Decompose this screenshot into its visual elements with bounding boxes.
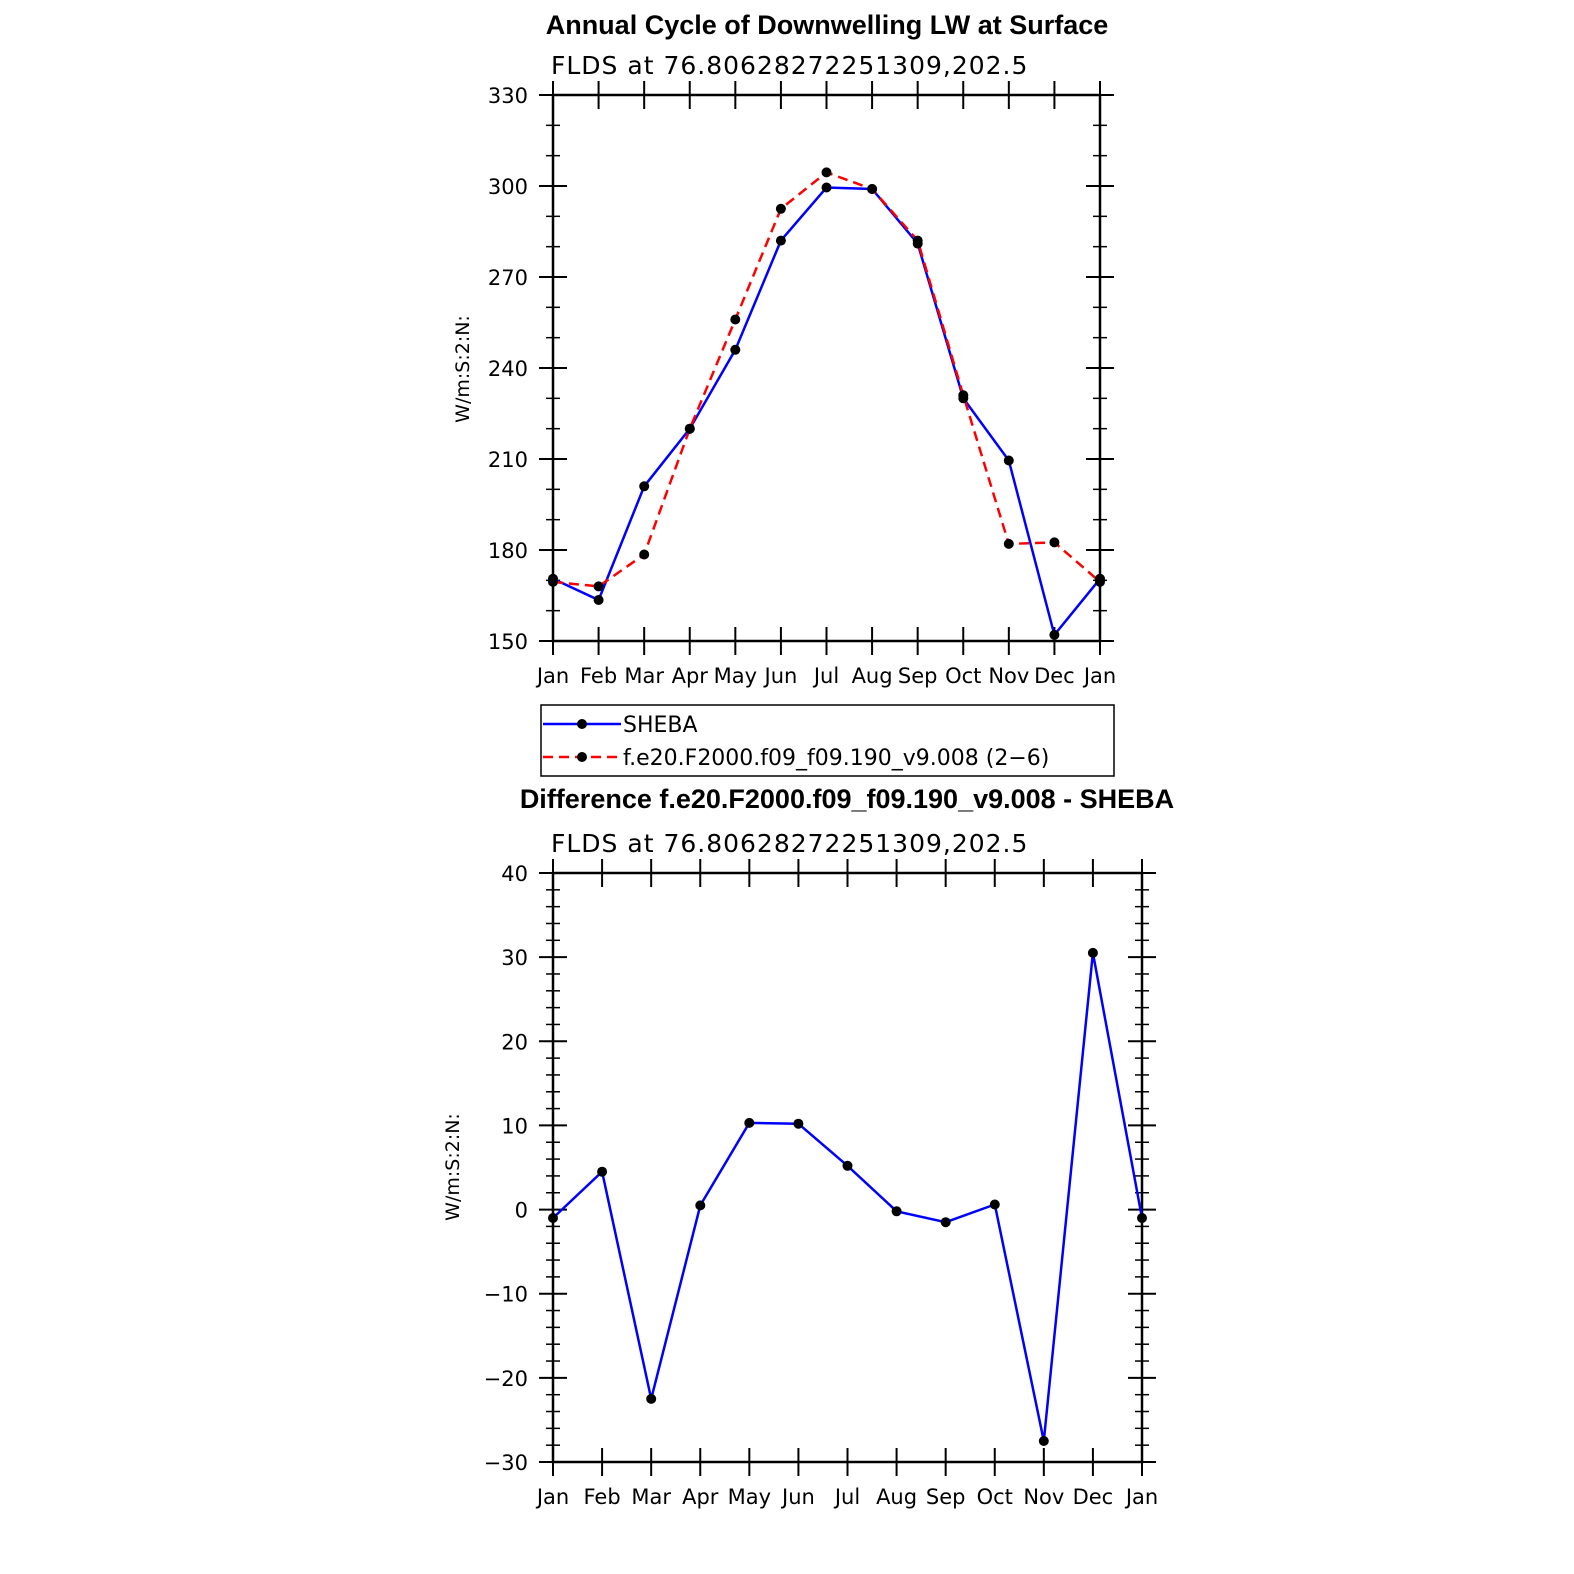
plot-area: −30 −20 −10 0 10 20 30 40 Jan Feb Mar Apr May Jun Jul A… xyxy=(484,859,1158,1509)
y-tick-label: −20 xyxy=(484,1367,528,1391)
x-tick-label: Jun xyxy=(780,1485,815,1509)
data-point-series-1 xyxy=(639,549,650,560)
y-tick-label: 300 xyxy=(488,175,528,199)
x-tick-label: Feb xyxy=(583,1485,620,1509)
data-point-series-0 xyxy=(793,1118,804,1129)
legend-label-sheba: SHEBA xyxy=(623,713,698,738)
data-point-series-0 xyxy=(1038,1436,1049,1446)
data-point-series-0 xyxy=(1003,455,1014,466)
y-axis-label: W/m:S:2:N: xyxy=(452,315,474,423)
x-tick-label: Jan xyxy=(1082,664,1116,688)
x-tick-label: May xyxy=(714,664,757,688)
data-point-series-1 xyxy=(912,235,923,246)
data-point-series-0 xyxy=(593,595,604,605)
y-tick-label: 40 xyxy=(501,862,528,886)
y-tick-label: 210 xyxy=(488,448,528,472)
legend-label-model: f.e20.F2000.f09_f09.190_v9.008 (2−6) xyxy=(623,746,1049,771)
data-point-series-0 xyxy=(989,1199,1000,1210)
data-point-series-0 xyxy=(597,1166,608,1177)
chart-title: Annual Cycle of Downwelling LW at Surfac… xyxy=(546,10,1109,40)
data-point-series-0 xyxy=(1137,1213,1147,1223)
y-tick-label: 240 xyxy=(488,357,528,381)
x-tick-label: Mar xyxy=(624,664,664,688)
data-point-series-0 xyxy=(646,1393,657,1404)
y-tick-label: 30 xyxy=(501,946,528,970)
legend: SHEBA f.e20.F2000.f09_f09.190_v9.008 (2−… xyxy=(540,704,1115,777)
y-tick-label: −30 xyxy=(484,1451,528,1475)
data-point-series-0 xyxy=(842,1160,853,1171)
x-tick-label: Dec xyxy=(1073,1485,1114,1509)
data-point-series-0 xyxy=(1087,947,1098,958)
x-tick-label: Sep xyxy=(898,664,938,688)
data-point-series-0 xyxy=(775,235,786,246)
legend-marker-sheba xyxy=(577,719,587,729)
y-tick-label: 330 xyxy=(488,84,528,108)
data-point-series-1 xyxy=(730,314,741,325)
y-tick-label: 150 xyxy=(488,630,528,654)
data-point-series-1 xyxy=(958,390,969,401)
y-axis-label: W/m:S:2:N: xyxy=(442,1113,464,1221)
series-line-1 xyxy=(552,170,1101,588)
data-point-series-1 xyxy=(1003,538,1014,549)
y-tick-label: 20 xyxy=(501,1030,528,1054)
x-tick-label: Jul xyxy=(833,1485,860,1509)
legend-marker-model xyxy=(577,752,587,762)
x-tick-label: May xyxy=(728,1485,771,1509)
data-point-series-0 xyxy=(695,1200,706,1211)
data-point-series-1 xyxy=(821,167,832,178)
annual-cycle-chart: Annual Cycle of Downwelling LW at Surfac… xyxy=(452,10,1116,688)
x-tick-label: Apr xyxy=(682,1485,719,1509)
x-tick-label: Apr xyxy=(672,664,709,688)
data-point-series-0 xyxy=(548,1213,558,1223)
data-point-series-1 xyxy=(684,423,695,434)
x-tick-label: Dec xyxy=(1034,664,1075,688)
x-tick-label: Jan xyxy=(535,1485,569,1509)
plot-area: 150 180 210 240 270 300 330 Jan Feb Mar Apr May Jun J… xyxy=(488,81,1116,688)
chart-title: Difference f.e20.F2000.f09_f09.190_v9.00… xyxy=(520,784,1174,814)
data-point-series-0 xyxy=(940,1217,951,1228)
chart-subtitle: FLDS at 76.80628272251309,202.5 xyxy=(551,51,1028,80)
y-tick-label: 0 xyxy=(515,1199,528,1223)
y-tick-label: −10 xyxy=(484,1283,528,1307)
data-point-series-1 xyxy=(1095,576,1105,587)
x-tick-label: Feb xyxy=(580,664,617,688)
data-point-series-1 xyxy=(593,581,604,592)
data-point-series-0 xyxy=(744,1117,755,1128)
x-tick-label: Jul xyxy=(812,664,839,688)
data-point-series-1 xyxy=(775,203,786,214)
x-tick-label: Jan xyxy=(1124,1485,1158,1509)
x-tick-label: Jan xyxy=(535,664,569,688)
data-point-series-1 xyxy=(1049,537,1060,548)
data-point-series-0 xyxy=(891,1206,902,1217)
x-tick-label: Aug xyxy=(876,1485,917,1509)
data-point-series-0 xyxy=(821,182,832,193)
chart-subtitle: FLDS at 76.80628272251309,202.5 xyxy=(551,829,1028,858)
x-tick-label: Jun xyxy=(763,664,798,688)
series-line-0 xyxy=(552,186,1101,638)
x-tick-label: Nov xyxy=(1023,1485,1064,1509)
series-line-0 xyxy=(552,952,1144,1442)
data-point-series-0 xyxy=(1049,629,1060,640)
x-tick-label: Aug xyxy=(852,664,893,688)
x-tick-label: Oct xyxy=(945,664,981,688)
data-point-series-1 xyxy=(867,184,878,194)
legend-box xyxy=(540,704,1115,777)
x-tick-label: Sep xyxy=(926,1485,966,1509)
y-tick-label: 10 xyxy=(501,1114,528,1138)
data-point-series-0 xyxy=(639,481,650,492)
x-tick-label: Oct xyxy=(977,1485,1013,1509)
difference-chart: Difference f.e20.F2000.f09_f09.190_v9.00… xyxy=(442,784,1174,1509)
data-point-series-0 xyxy=(730,344,741,355)
x-tick-label: Mar xyxy=(631,1485,671,1509)
y-tick-label: 270 xyxy=(488,266,528,290)
data-point-series-1 xyxy=(548,576,558,587)
y-tick-label: 180 xyxy=(488,539,528,563)
x-tick-label: Nov xyxy=(988,664,1029,688)
